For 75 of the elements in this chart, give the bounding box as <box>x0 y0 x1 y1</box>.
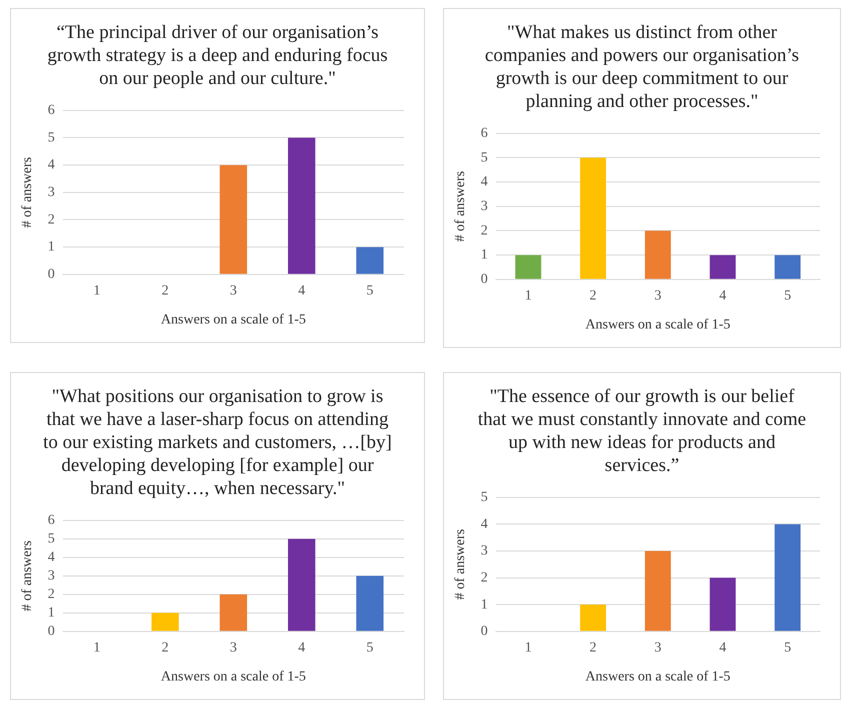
x-tick-label: 1 <box>524 640 532 656</box>
y-tick-label: 4 <box>48 550 55 566</box>
x-tick-label: 5 <box>784 288 792 304</box>
bar <box>644 551 671 631</box>
y-tick-label: 1 <box>48 240 55 255</box>
y-axis-title: # of answers <box>453 529 468 600</box>
y-tick-label: 1 <box>480 248 488 263</box>
y-tick-label: 5 <box>48 130 55 146</box>
x-tick-label: 3 <box>230 283 237 298</box>
x-tick-label: 2 <box>590 640 597 656</box>
x-axis-title: Answers on a scale of 1-5 <box>585 317 730 332</box>
x-tick-label: 5 <box>366 640 374 656</box>
y-tick-label: 4 <box>48 158 55 173</box>
x-tick-label: 3 <box>230 640 237 656</box>
bar <box>644 230 671 279</box>
bar <box>356 247 384 274</box>
y-tick-label: 5 <box>480 490 488 506</box>
bar <box>515 255 542 279</box>
y-tick-label: 6 <box>48 103 55 118</box>
chart-title: "The essence of our growth is our belief that we must constantly innovate and come up with new ideas for products and services.” <box>476 385 808 477</box>
y-tick-label: 3 <box>480 199 488 214</box>
chart-title: "What makes us distinct from other companies and powers our organisation’s growth is our deep commitment to our planning and other processes." <box>484 21 800 113</box>
y-tick-label: 5 <box>48 532 55 547</box>
y-tick-label: 1 <box>480 597 488 612</box>
x-tick-label: 2 <box>162 640 169 656</box>
x-tick-label: 4 <box>719 640 726 656</box>
bar <box>356 576 384 631</box>
bar <box>152 612 179 631</box>
bar <box>220 165 248 274</box>
x-axis-title: Answers on a scale of 1-5 <box>585 669 730 684</box>
x-tick-label: 5 <box>366 283 374 298</box>
chart-title: “The principal driver of our organisation’s growth strategy is a deep and enduring focus on our people and our culture." <box>46 21 389 90</box>
x-tick-label: 3 <box>654 288 662 304</box>
bar <box>580 158 606 279</box>
bar <box>710 578 736 631</box>
y-tick-label: 5 <box>480 150 488 166</box>
y-axis-title: # of answers <box>453 171 468 242</box>
bar <box>288 538 316 631</box>
chart-title: "What positions our organisation to grow is that we have a laser-sharp focus on attending to our existing markets and customers, …[by] developing developing [for example] our brand equity…, when necessary." <box>42 385 393 500</box>
x-tick-label: 4 <box>298 283 306 298</box>
x-axis-title: Answers on a scale of 1-5 <box>160 669 306 684</box>
y-tick-label: 0 <box>480 272 488 288</box>
x-tick-label: 5 <box>784 640 792 656</box>
y-tick-label: 0 <box>480 624 488 640</box>
y-tick-label: 0 <box>48 267 55 282</box>
y-tick-label: 2 <box>48 587 55 602</box>
y-tick-label: 6 <box>48 513 55 528</box>
x-axis-title: Answers on a scale of 1-5 <box>160 312 306 328</box>
x-tick-label: 1 <box>93 283 100 298</box>
y-tick-label: 2 <box>480 223 488 238</box>
y-tick-label: 3 <box>48 568 55 584</box>
y-tick-label: 6 <box>480 126 488 142</box>
x-tick-label: 2 <box>162 283 169 298</box>
y-tick-label: 3 <box>48 185 55 200</box>
x-tick-label: 4 <box>298 640 306 656</box>
bar <box>288 138 316 274</box>
bar <box>774 524 801 631</box>
bar <box>710 255 736 279</box>
x-tick-label: 1 <box>93 640 100 656</box>
y-tick-label: 4 <box>480 516 488 532</box>
x-tick-label: 1 <box>524 288 532 304</box>
bar <box>774 255 801 279</box>
x-tick-label: 4 <box>719 288 726 304</box>
y-tick-label: 2 <box>480 570 488 586</box>
bar <box>580 604 606 631</box>
bar <box>220 594 248 631</box>
y-tick-label: 2 <box>48 212 55 228</box>
y-tick-label: 1 <box>48 606 55 621</box>
y-tick-label: 3 <box>480 544 488 559</box>
y-tick-label: 4 <box>480 174 488 190</box>
x-tick-label: 2 <box>590 288 597 304</box>
x-tick-label: 3 <box>654 640 662 656</box>
y-axis-title: # of answers <box>20 540 36 612</box>
y-axis-title: # of answers <box>20 157 36 228</box>
y-tick-label: 0 <box>48 624 55 640</box>
